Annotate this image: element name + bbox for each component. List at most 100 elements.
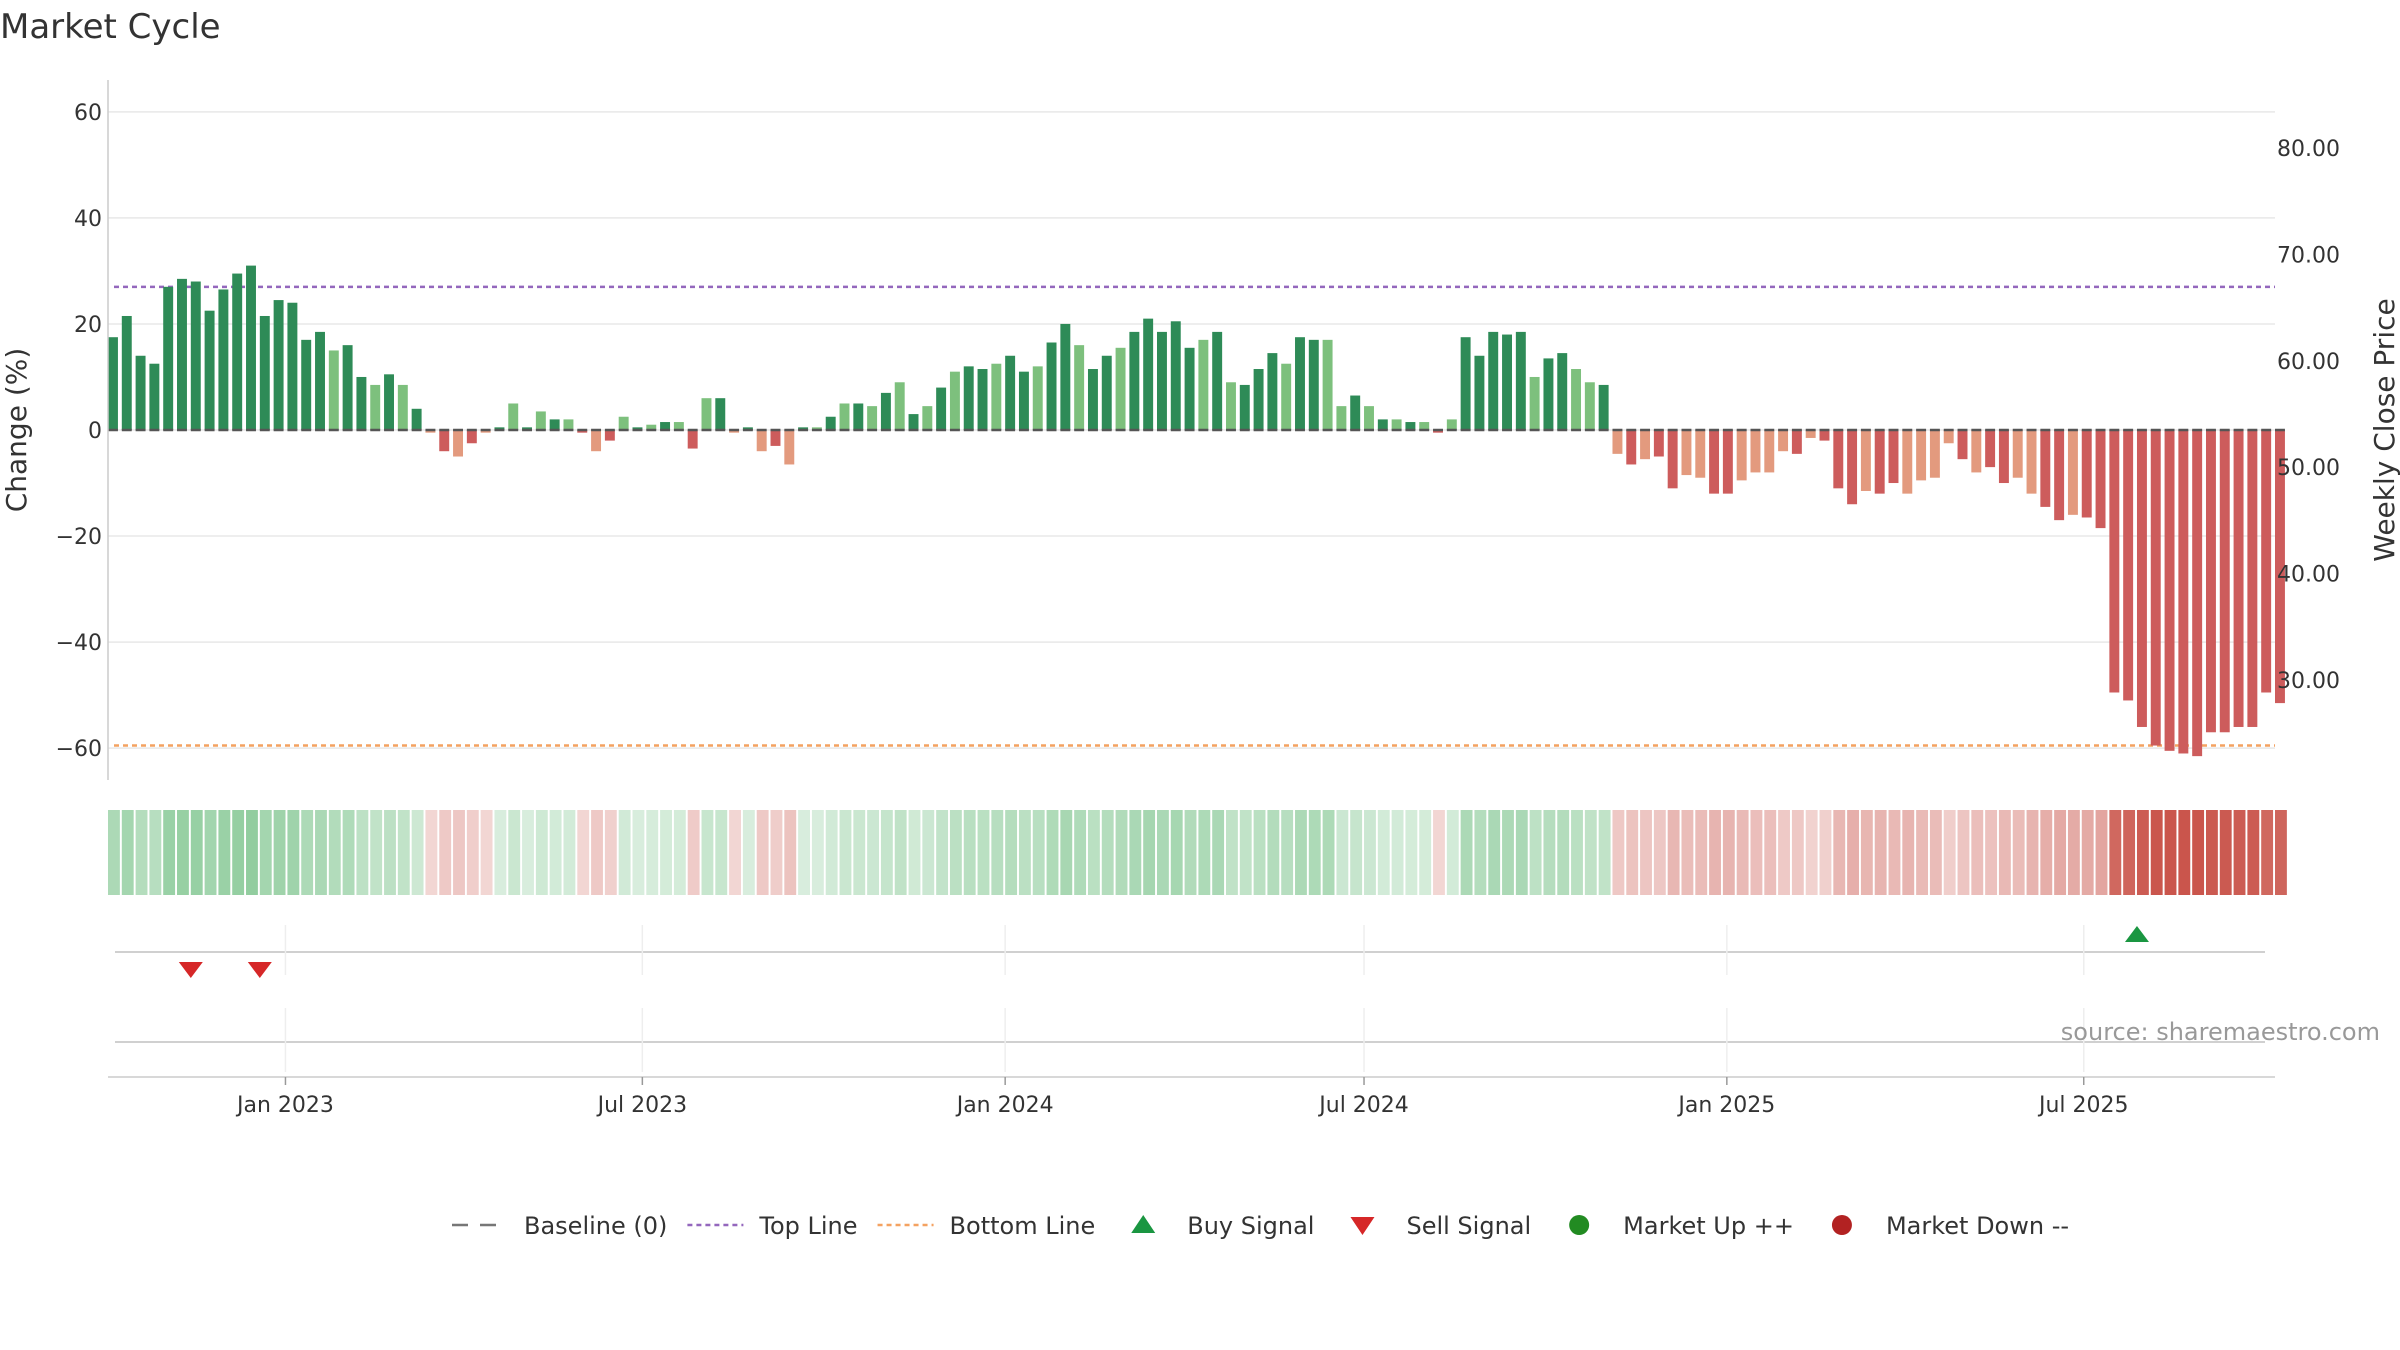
bar: [522, 427, 533, 430]
right-tick-label: 50.00: [2277, 456, 2340, 481]
heat-cell: [1156, 810, 1169, 895]
heat-cell: [246, 810, 258, 895]
bar: [1557, 353, 1568, 430]
bar: [894, 382, 905, 430]
bar: [1295, 337, 1305, 430]
bar: [177, 278, 187, 430]
bar: [729, 430, 740, 433]
heat-cell: [784, 810, 797, 895]
heat-cell: [839, 810, 852, 895]
heat-cell: [1060, 810, 1073, 895]
heat-cell: [591, 810, 603, 895]
bar: [1943, 430, 1954, 444]
bar: [1764, 430, 1775, 473]
heat-cell: [1198, 810, 1211, 895]
bar: [411, 408, 422, 430]
heat-cell: [1764, 810, 1777, 895]
y-tick-label: −60: [56, 737, 102, 762]
bar: [1433, 430, 1443, 433]
heat-cell: [1571, 810, 1583, 895]
heat-cell: [577, 810, 590, 895]
heat-cell: [108, 810, 120, 895]
buy-signal-marker: [2124, 926, 2149, 942]
heat-cell: [1267, 810, 1280, 895]
bar: [356, 376, 367, 430]
bar: [2095, 430, 2106, 529]
heat-cell: [1046, 810, 1059, 895]
heat-cell: [1377, 810, 1390, 895]
heat-cell: [646, 810, 659, 895]
heat-cell: [1778, 810, 1790, 895]
bar: [342, 345, 353, 430]
bar: [1833, 430, 1844, 489]
heat-cell: [2012, 810, 2025, 895]
heat-cell: [535, 810, 548, 895]
heat-cell: [1087, 810, 1100, 895]
bar: [922, 406, 933, 430]
heat-cell: [135, 810, 148, 895]
heat-cell: [1074, 810, 1087, 895]
heat-cell: [411, 810, 424, 895]
heat-cell: [1612, 810, 1625, 895]
legend-label: Top Line: [758, 1212, 857, 1240]
bar: [1681, 430, 1692, 476]
heat-cell: [894, 810, 907, 895]
heat-cell: [259, 810, 272, 895]
sell-signal-marker: [247, 962, 272, 978]
heat-cell: [936, 810, 949, 895]
bar: [1005, 355, 1016, 430]
right-tick-label: 40.00: [2277, 563, 2340, 588]
heat-cell: [2123, 810, 2136, 895]
bar: [1087, 369, 1098, 430]
heat-cell: [1032, 810, 1045, 895]
heat-cell: [1405, 810, 1418, 895]
heat-cell: [1640, 810, 1652, 895]
heat-cell: [1018, 810, 1031, 895]
bar: [1612, 430, 1623, 454]
heat-cell: [1985, 810, 1998, 895]
bar: [1350, 395, 1361, 430]
bar: [715, 398, 726, 430]
bar: [1819, 430, 1830, 441]
y-tick-label: 60: [74, 101, 102, 126]
heat-cell: [1736, 810, 1749, 895]
market-panel: [115, 1008, 2265, 1072]
bar: [1156, 331, 1167, 430]
heat-cell: [949, 810, 962, 895]
bar: [1419, 422, 1430, 430]
bar: [287, 302, 298, 430]
heat-cell: [1115, 810, 1128, 895]
bar: [1226, 382, 1236, 430]
bar: [1653, 430, 1664, 457]
bar: [2219, 430, 2230, 733]
bar: [1377, 419, 1388, 430]
heat-cell: [991, 810, 1004, 895]
legend-label: Bottom Line: [950, 1212, 1096, 1240]
heat-cell: [1212, 810, 1225, 895]
legend-item: Bottom Line: [877, 1212, 1096, 1240]
heat-cell: [508, 810, 521, 895]
heat-strip: [108, 810, 2287, 895]
bar: [163, 286, 174, 430]
bar: [1584, 382, 1595, 430]
bar: [1902, 430, 1913, 494]
bars: [108, 265, 2285, 757]
bar: [1308, 339, 1319, 430]
bar: [1267, 353, 1278, 430]
heat-cell: [2219, 810, 2232, 895]
bar: [936, 387, 947, 430]
heat-cell: [2178, 810, 2191, 895]
bar: [2192, 430, 2203, 757]
bar: [1640, 430, 1651, 460]
heat-cell: [301, 810, 314, 895]
bar: [439, 430, 450, 452]
bar: [190, 281, 201, 430]
heat-cell: [1998, 810, 2011, 895]
heat-cell: [1226, 810, 1238, 895]
heat-cell: [977, 810, 990, 895]
bar: [1129, 331, 1140, 430]
bar: [1722, 430, 1733, 494]
bar: [1736, 430, 1747, 481]
heat-cell: [453, 810, 465, 895]
legend-label: Buy Signal: [1187, 1212, 1314, 1240]
